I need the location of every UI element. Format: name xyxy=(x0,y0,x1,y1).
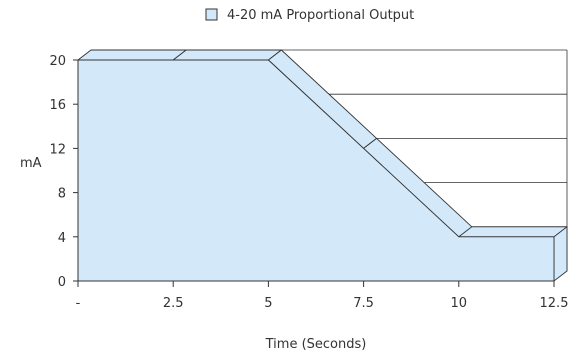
y-tick-label: 8 xyxy=(58,187,66,202)
x-tick-label: 2.5 xyxy=(163,296,184,311)
y-tick-label: 12 xyxy=(49,142,66,157)
area-top-face xyxy=(77,49,187,61)
x-tick-label: - xyxy=(76,296,81,311)
area-top-face xyxy=(458,226,568,238)
y-tick-label: 0 xyxy=(58,275,66,290)
legend: 4-20 mA Proportional Output xyxy=(205,8,414,23)
x-tick-label: 10 xyxy=(451,296,468,311)
x-axis-label: Time (Seconds) xyxy=(265,337,367,352)
legend-swatch xyxy=(205,8,218,21)
area-layer xyxy=(77,49,568,282)
x-tick-label: 12.5 xyxy=(540,296,569,311)
y-tick-label: 20 xyxy=(49,54,66,69)
area-front-face xyxy=(77,59,555,282)
axis-layer xyxy=(77,60,554,282)
y-tick-label: 16 xyxy=(49,98,66,113)
y-tick-label: 4 xyxy=(58,231,66,246)
legend-label: 4-20 mA Proportional Output xyxy=(227,8,414,23)
tick-layer: 0 4 8 12 16 20 - 2.5 5 7.5 10 12.5 xyxy=(49,54,568,311)
area-side-face xyxy=(553,225,568,282)
x-tick-label: 5 xyxy=(264,296,272,311)
y-axis-label: mA xyxy=(20,156,42,171)
area-top-face xyxy=(172,49,282,61)
x-tick-label: 7.5 xyxy=(353,296,374,311)
